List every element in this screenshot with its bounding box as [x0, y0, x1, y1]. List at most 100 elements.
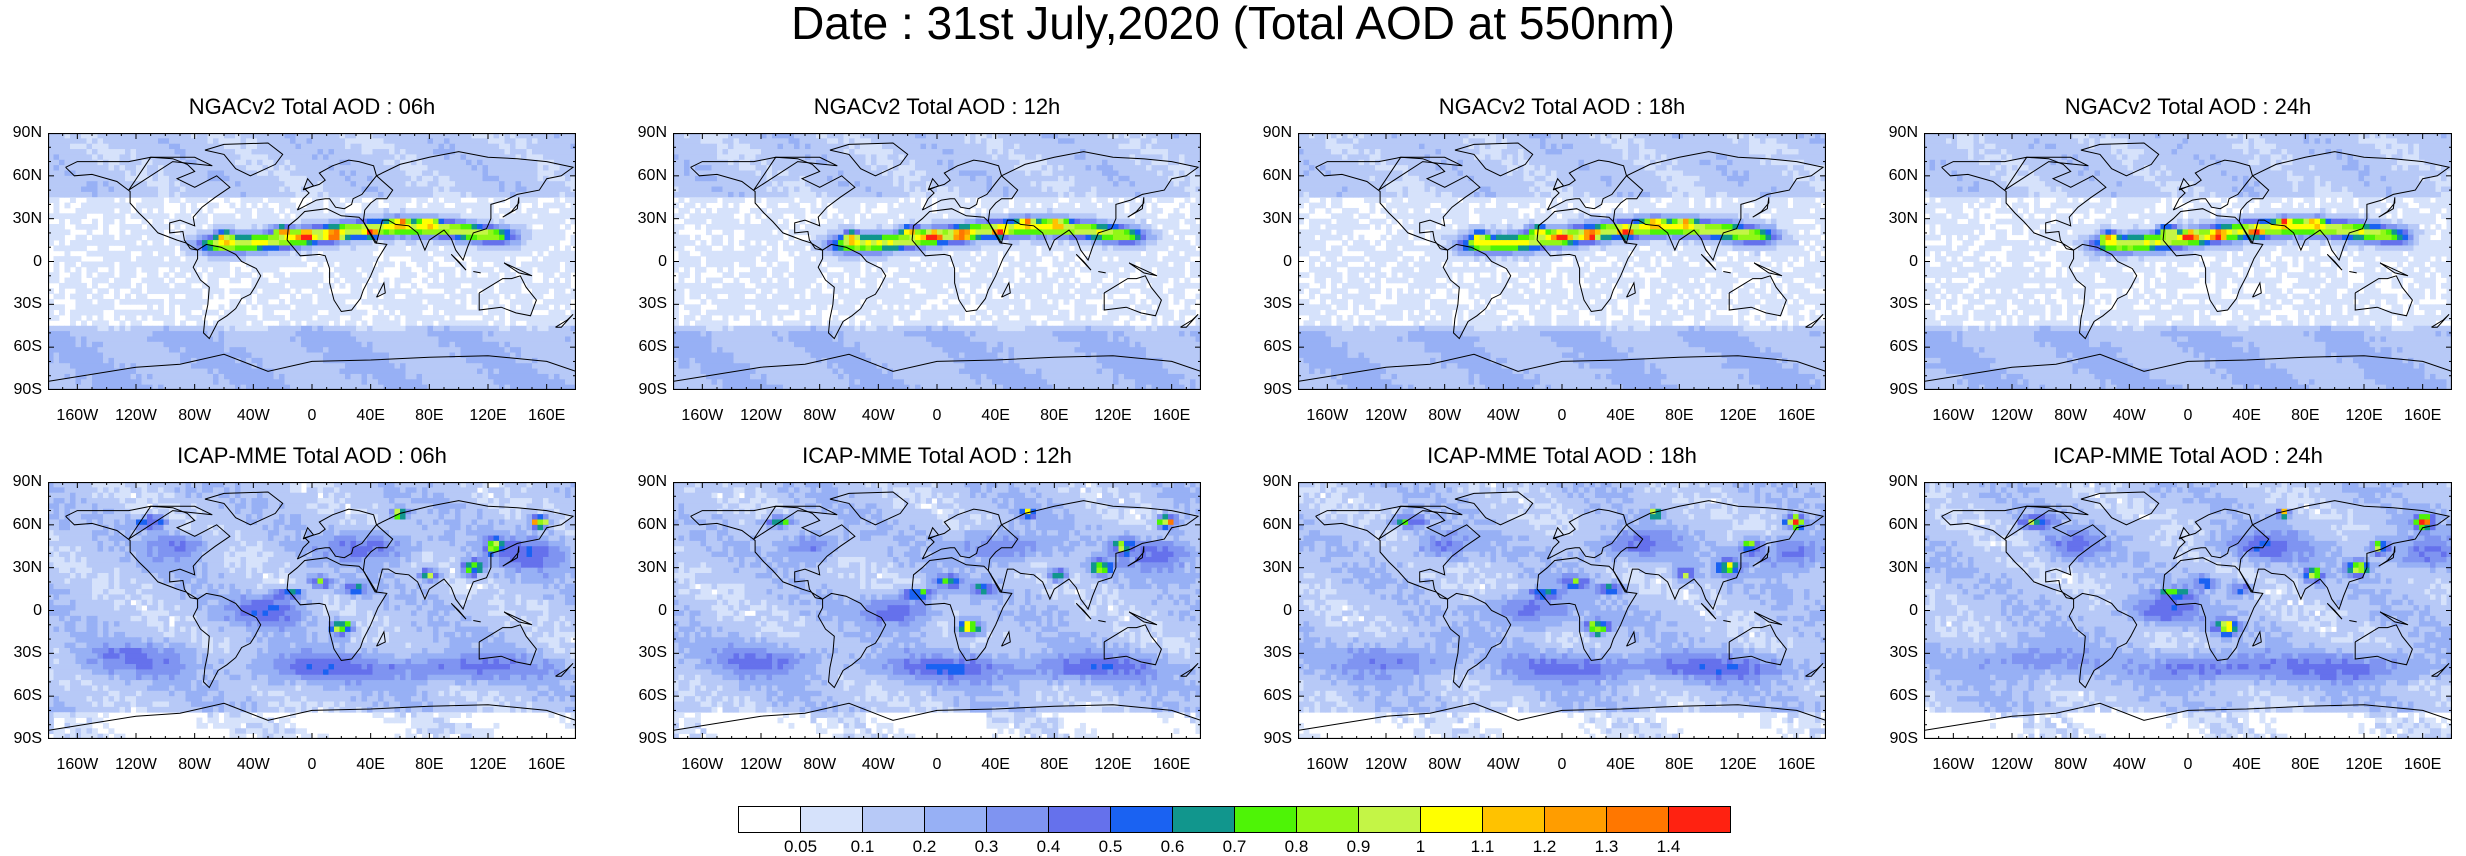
lat-tick-label: 30S	[1874, 645, 1918, 661]
lon-tick-label: 80W	[2041, 757, 2101, 773]
lat-tick-label: 90S	[0, 382, 42, 398]
lon-tick-label: 160E	[1142, 757, 1202, 773]
lat-tick-label: 0	[623, 254, 667, 270]
lat-tick-label: 60N	[1874, 168, 1918, 184]
lat-tick-label: 90S	[1874, 731, 1918, 747]
lat-tick-label: 0	[0, 254, 42, 270]
lon-tick-label: 40E	[966, 757, 1026, 773]
aod-field	[673, 482, 1201, 739]
lon-tick-label: 40E	[2217, 757, 2277, 773]
lat-tick-label: 90S	[1248, 382, 1292, 398]
lon-tick-label: 80W	[790, 408, 850, 424]
lat-tick-label: 0	[1248, 254, 1292, 270]
colorbar-label: 0.4	[1024, 838, 1074, 856]
aod-map	[673, 482, 1201, 739]
lat-tick-label: 60S	[1874, 688, 1918, 704]
lon-tick-label: 80E	[399, 408, 459, 424]
colorbar-box	[1421, 807, 1483, 833]
lat-tick-label: 30S	[623, 296, 667, 312]
lon-tick-label: 120E	[2334, 408, 2394, 424]
lon-tick-label: 40W	[2099, 408, 2159, 424]
lon-tick-label: 160E	[2393, 408, 2453, 424]
aod-field	[1298, 133, 1826, 390]
lat-tick-label: 60S	[1248, 688, 1292, 704]
lat-tick-label: 30S	[1874, 296, 1918, 312]
colorbar-box	[987, 807, 1049, 833]
lat-tick-label: 0	[1874, 254, 1918, 270]
colorbar-label: 0.6	[1148, 838, 1198, 856]
colorbar-boxes	[738, 806, 1733, 834]
aod-field	[1298, 482, 1826, 739]
lat-tick-label: 60N	[623, 168, 667, 184]
lon-tick-label: 80E	[1649, 408, 1709, 424]
panel-title: ICAP-MME Total AOD : 12h	[673, 444, 1201, 468]
lon-tick-label: 120W	[731, 408, 791, 424]
lat-tick-label: 30N	[0, 211, 42, 227]
lon-tick-label: 80E	[2275, 408, 2335, 424]
colorbar-label: 1.2	[1520, 838, 1570, 856]
lon-tick-label: 0	[2158, 757, 2218, 773]
lat-tick-label: 30N	[1248, 560, 1292, 576]
lon-tick-label: 0	[2158, 408, 2218, 424]
lon-tick-label: 80E	[399, 757, 459, 773]
lon-tick-label: 40W	[223, 408, 283, 424]
lon-tick-label: 40W	[1473, 408, 1533, 424]
colorbar-box	[1483, 807, 1545, 833]
lon-tick-label: 0	[907, 757, 967, 773]
lat-tick-label: 90S	[623, 731, 667, 747]
lat-tick-label: 90S	[623, 382, 667, 398]
lon-tick-label: 40W	[223, 757, 283, 773]
lon-tick-label: 80E	[2275, 757, 2335, 773]
lat-tick-label: 60N	[1248, 517, 1292, 533]
lon-tick-label: 120W	[106, 408, 166, 424]
colorbar-box	[925, 807, 987, 833]
colorbar-box	[739, 807, 801, 833]
colorbar-box	[1607, 807, 1669, 833]
lat-tick-label: 0	[1874, 603, 1918, 619]
colorbar-label: 0.1	[838, 838, 888, 856]
lat-tick-label: 90N	[0, 125, 42, 141]
colorbar-box	[1359, 807, 1421, 833]
lon-tick-label: 160W	[672, 408, 732, 424]
colorbar-box	[1235, 807, 1297, 833]
lat-tick-label: 60N	[1248, 168, 1292, 184]
colorbar-label: 0.7	[1210, 838, 1260, 856]
panel-title: NGACv2 Total AOD : 06h	[48, 95, 576, 119]
panel-title: NGACv2 Total AOD : 18h	[1298, 95, 1826, 119]
lon-tick-label: 40E	[966, 408, 1026, 424]
lon-tick-label: 40E	[1591, 408, 1651, 424]
lat-tick-label: 30S	[623, 645, 667, 661]
lat-tick-label: 60N	[1874, 517, 1918, 533]
lon-tick-label: 160E	[1767, 408, 1827, 424]
lon-tick-label: 160W	[1923, 757, 1983, 773]
lon-tick-label: 160W	[47, 757, 107, 773]
aod-field	[1924, 482, 2452, 739]
lat-tick-label: 60S	[1248, 339, 1292, 355]
lat-tick-label: 90S	[1874, 382, 1918, 398]
lon-tick-label: 120E	[1083, 757, 1143, 773]
lat-tick-label: 0	[1248, 603, 1292, 619]
lon-tick-label: 40E	[341, 408, 401, 424]
lon-tick-label: 80W	[2041, 408, 2101, 424]
colorbar-box	[1297, 807, 1359, 833]
panel-title: ICAP-MME Total AOD : 18h	[1298, 444, 1826, 468]
lon-tick-label: 80E	[1649, 757, 1709, 773]
colorbar-label: 0.2	[900, 838, 950, 856]
lat-tick-label: 90N	[1874, 125, 1918, 141]
lon-tick-label: 120E	[2334, 757, 2394, 773]
lat-tick-label: 30S	[0, 296, 42, 312]
colorbar-label: 1	[1396, 838, 1446, 856]
lon-tick-label: 160E	[517, 757, 577, 773]
colorbar-box	[1173, 807, 1235, 833]
lat-tick-label: 60S	[1874, 339, 1918, 355]
colorbar-label: 0.8	[1272, 838, 1322, 856]
lon-tick-label: 80E	[1024, 408, 1084, 424]
lat-tick-label: 0	[623, 603, 667, 619]
lon-tick-label: 120E	[1708, 408, 1768, 424]
panel-title: NGACv2 Total AOD : 24h	[1924, 95, 2452, 119]
lon-tick-label: 40E	[1591, 757, 1651, 773]
map-panels-grid: NGACv2 Total AOD : 06h 90N 60N 30N 0 30S 60S 90…	[0, 0, 2466, 790]
colorbar-box	[1111, 807, 1173, 833]
lat-tick-label: 90S	[0, 731, 42, 747]
lat-tick-label: 60S	[623, 688, 667, 704]
